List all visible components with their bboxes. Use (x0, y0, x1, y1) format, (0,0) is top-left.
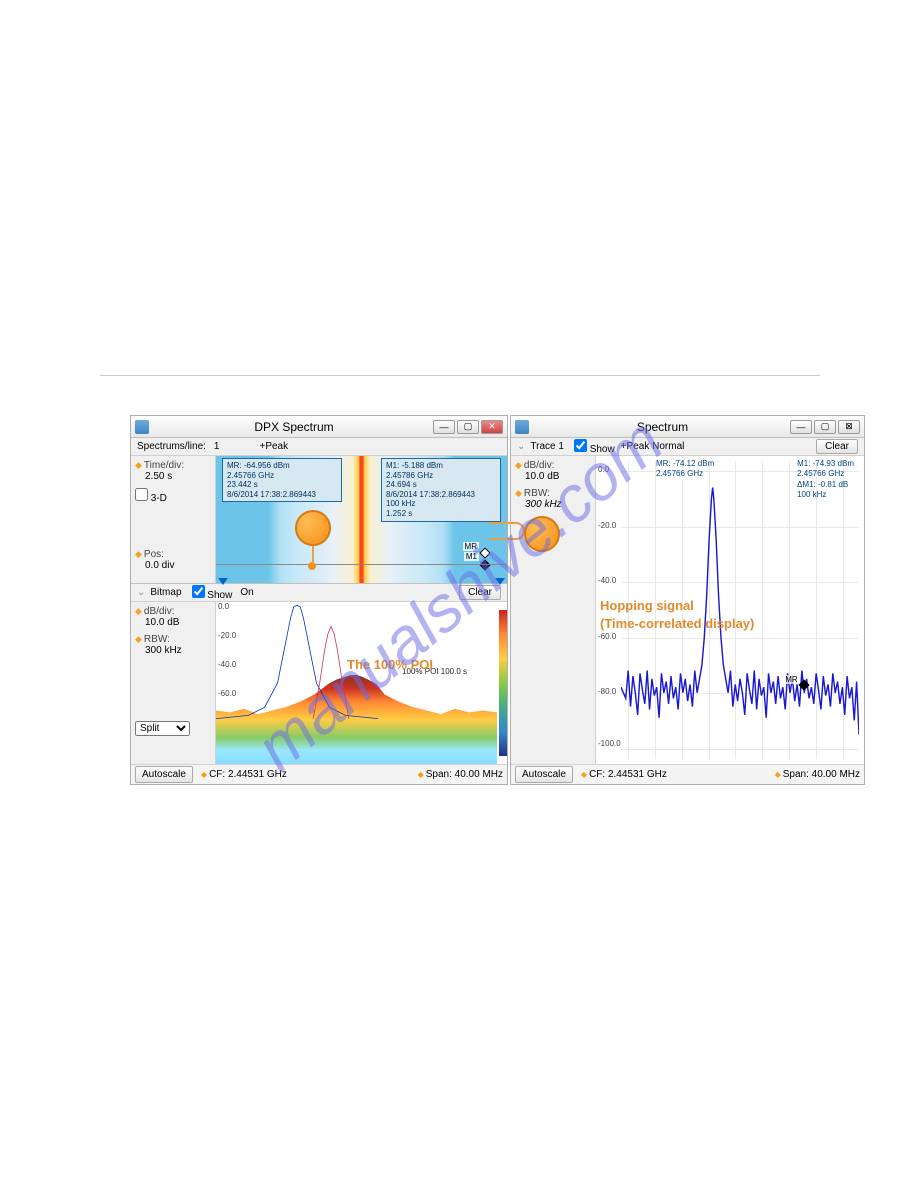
ylabel: -40.0 (598, 576, 616, 585)
bitmap-left-panel: ◆dB/div:10.0 dB ◆RBW:300 kHz Split (131, 602, 216, 764)
mr-diamond-icon[interactable] (479, 547, 490, 558)
dpx-spectrum-window: DPX Spectrum — ▢ ✕ Spectrums/line: 1 +Pe… (130, 415, 508, 785)
callout-circle-1 (295, 510, 331, 546)
spectrum-title: Spectrum (535, 420, 790, 434)
trace-label[interactable]: Trace 1 (530, 441, 564, 452)
callout-circle-2 (524, 516, 560, 552)
dbdiv-label: dB/div: (144, 606, 175, 617)
hop-annotation-1: Hopping signal (600, 598, 694, 613)
3d-label: 3-D (151, 493, 167, 504)
spectrogram-plot[interactable]: MR: -64.956 dBm 2.45766 GHz 23.442 s 8/6… (216, 456, 507, 583)
3d-checkbox-row: 3-D (135, 488, 211, 504)
cf-value[interactable]: CF: 2.44531 GHz (589, 769, 667, 780)
close-button[interactable]: ✕ (481, 420, 503, 434)
rbw-label: RBW: (524, 488, 550, 499)
span-value[interactable]: Span: 40.00 MHz (783, 769, 860, 780)
right-scroll-arrow-icon[interactable] (495, 578, 505, 585)
dbdiv-value[interactable]: 10.0 dB (525, 471, 559, 482)
bitmap-plot-area[interactable]: 0.0 -20.0 -40.0 -60.0 -80.0 -100.0 (216, 602, 507, 764)
chevron-icon[interactable]: ⌄ (137, 587, 145, 598)
bitmap-main: ◆dB/div:10.0 dB ◆RBW:300 kHz Split 0.0 -… (131, 602, 507, 764)
dbdiv-value[interactable]: 10.0 dB (145, 617, 179, 628)
clear-button[interactable]: Clear (816, 439, 858, 454)
maximize-button[interactable]: ▢ (457, 420, 479, 434)
spectrum-left-panel: ◆dB/div:10.0 dB ◆RBW:300 kHz (511, 456, 596, 764)
pos-label: Pos: (144, 549, 164, 560)
rbw-label: RBW: (144, 634, 170, 645)
minimize-button[interactable]: — (790, 420, 812, 434)
on-label: On (240, 587, 253, 598)
span-value[interactable]: Span: 40.00 MHz (426, 769, 503, 780)
show-checkbox[interactable] (574, 439, 587, 452)
cf-value[interactable]: CF: 2.44531 GHz (209, 769, 287, 780)
ylabel: -20.0 (598, 521, 616, 530)
divider-line (100, 375, 820, 376)
poi-annotation: The 100% POI (347, 657, 433, 672)
app-icon (515, 420, 529, 434)
rbw-value[interactable]: 300 kHz (145, 645, 182, 656)
app-icon (135, 420, 149, 434)
windows-container: DPX Spectrum — ▢ ✕ Spectrums/line: 1 +Pe… (130, 415, 865, 785)
hop-annotation-2: (Time-correlated display) (600, 616, 754, 631)
bitmap-trace-line (216, 602, 378, 764)
dpx-window-controls: — ▢ ✕ (433, 420, 503, 434)
dpx-titlebar[interactable]: DPX Spectrum — ▢ ✕ (131, 416, 507, 438)
dpx-title: DPX Spectrum (155, 420, 433, 434)
chevron-icon[interactable]: ⌄ (517, 441, 525, 452)
clear-button[interactable]: Clear (459, 585, 501, 600)
autoscale-button[interactable]: Autoscale (135, 766, 193, 783)
dpx-footer: Autoscale ◆CF: 2.44531 GHz ◆Span: 40.00 … (131, 764, 507, 784)
dpx-bitmap-panel: ⌄ Bitmap Show On Clear ◆dB/div:10.0 dB ◆… (131, 583, 507, 764)
spectrum-footer: Autoscale ◆CF: 2.44531 GHz ◆Span: 40.00 … (511, 764, 864, 784)
close-button[interactable]: ⊠ (838, 420, 860, 434)
peak-mode: +Peak (259, 441, 288, 452)
colorbar (499, 610, 507, 756)
m1-marker-box[interactable]: M1: -5.188 dBm 2.45786 GHz 24.694 s 8/6/… (381, 458, 501, 522)
maximize-button[interactable]: ▢ (814, 420, 836, 434)
autoscale-button[interactable]: Autoscale (515, 766, 573, 783)
spectrum-window-controls: — ▢ ⊠ (790, 420, 860, 434)
show-label: Show (590, 444, 615, 455)
spectrum-mr-marker-label: MR (783, 675, 799, 684)
m1-diamond-icon[interactable] (479, 559, 490, 570)
ylabel: 0.0 (598, 465, 609, 474)
spectrogram-left-panel: ◆Time/div:2.50 s 3-D ◆Pos:0.0 div (131, 456, 216, 583)
minimize-button[interactable]: — (433, 420, 455, 434)
show-label: Show (207, 590, 232, 601)
spectrums-line-label: Spectrums/line: (137, 441, 206, 452)
left-scroll-arrow-icon[interactable] (218, 578, 228, 585)
ylabel: -80.0 (598, 687, 616, 696)
mr-marker-label: MR (463, 542, 479, 551)
connector-curve (489, 522, 525, 540)
pos-value[interactable]: 0.0 div (145, 560, 174, 571)
spectrogram-image: MR: -64.956 dBm 2.45766 GHz 23.442 s 8/6… (216, 456, 507, 583)
show-checkbox[interactable] (192, 585, 205, 598)
timediv-value[interactable]: 2.50 s (145, 471, 172, 482)
mr-marker-box[interactable]: MR: -64.956 dBm 2.45766 GHz 23.442 s 8/6… (222, 458, 342, 502)
spectrum-subheader: ⌄ Trace 1 Show +Peak Normal Clear (511, 438, 864, 456)
3d-checkbox[interactable] (135, 488, 148, 501)
bitmap-label: Bitmap (150, 587, 181, 598)
dpx-subheader: Spectrums/line: 1 +Peak (131, 438, 507, 456)
timediv-label: Time/div: (144, 460, 184, 471)
spectrum-titlebar[interactable]: Spectrum — ▢ ⊠ (511, 416, 864, 438)
peak-mode: +Peak Normal (621, 441, 685, 452)
split-select[interactable]: Split (135, 721, 190, 736)
ylabel: -100.0 (598, 739, 621, 748)
dbdiv-label: dB/div: (524, 460, 555, 471)
m1-marker-label: M1 (464, 552, 479, 561)
ylabel: -60.0 (598, 632, 616, 641)
bitmap-plot: 0.0 -20.0 -40.0 -60.0 -80.0 -100.0 (216, 602, 507, 764)
connector-line (312, 546, 314, 564)
spectrums-line-value: 1 (214, 441, 220, 452)
rbw-value[interactable]: 300 kHz (525, 499, 562, 510)
bitmap-subheader: ⌄ Bitmap Show On Clear (131, 584, 507, 602)
